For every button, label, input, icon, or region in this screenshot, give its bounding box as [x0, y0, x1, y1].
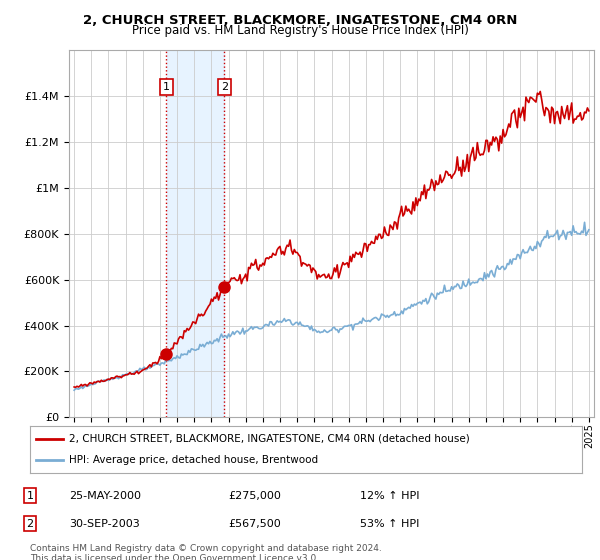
Text: 2, CHURCH STREET, BLACKMORE, INGATESTONE, CM4 0RN (detached house): 2, CHURCH STREET, BLACKMORE, INGATESTONE… [68, 434, 469, 444]
Text: Contains HM Land Registry data © Crown copyright and database right 2024.: Contains HM Land Registry data © Crown c… [30, 544, 382, 553]
Text: £567,500: £567,500 [228, 519, 281, 529]
Text: 2: 2 [221, 82, 228, 92]
Text: HPI: Average price, detached house, Brentwood: HPI: Average price, detached house, Bren… [68, 455, 318, 465]
Text: 1: 1 [26, 491, 34, 501]
Text: 2: 2 [26, 519, 34, 529]
Text: 53% ↑ HPI: 53% ↑ HPI [360, 519, 419, 529]
Text: This data is licensed under the Open Government Licence v3.0.: This data is licensed under the Open Gov… [30, 554, 319, 560]
Text: 25-MAY-2000: 25-MAY-2000 [69, 491, 141, 501]
Text: 30-SEP-2003: 30-SEP-2003 [69, 519, 140, 529]
Text: 1: 1 [163, 82, 170, 92]
Text: Price paid vs. HM Land Registry's House Price Index (HPI): Price paid vs. HM Land Registry's House … [131, 24, 469, 37]
Text: 2, CHURCH STREET, BLACKMORE, INGATESTONE, CM4 0RN: 2, CHURCH STREET, BLACKMORE, INGATESTONE… [83, 14, 517, 27]
Text: 12% ↑ HPI: 12% ↑ HPI [360, 491, 419, 501]
Text: £275,000: £275,000 [228, 491, 281, 501]
